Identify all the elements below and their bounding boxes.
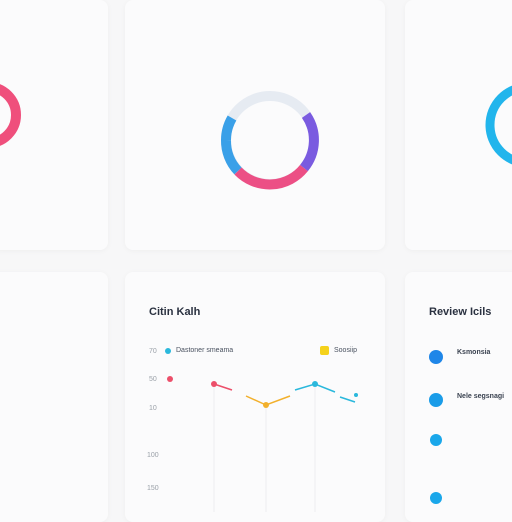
point	[211, 381, 217, 387]
donut	[0, 84, 21, 146]
icon	[429, 393, 443, 407]
item-title: Ksmonsia	[457, 349, 491, 356]
card	[0, 272, 108, 522]
grid	[213, 384, 316, 512]
icon	[430, 434, 442, 446]
line	[213, 383, 233, 391]
donut	[485, 85, 512, 165]
line	[339, 396, 356, 403]
legend-dot	[165, 348, 171, 354]
legend-dot	[320, 346, 329, 355]
donut-segment	[221, 139, 242, 175]
legend-label: Dastoner smeama	[176, 347, 234, 354]
axis-label: 10	[149, 405, 157, 412]
axis-label: 150	[147, 485, 159, 492]
item-title: Nele segsnagi	[457, 393, 505, 400]
card	[405, 272, 512, 522]
donut-segment	[299, 112, 319, 172]
card-title: Review Icils	[429, 306, 492, 318]
donut-segment	[221, 115, 237, 141]
card-title: Citin Kalh	[149, 306, 201, 318]
donut-segment	[234, 164, 308, 190]
point	[167, 376, 173, 382]
card	[125, 0, 385, 250]
axis-label: 100	[147, 452, 159, 459]
point	[263, 402, 269, 408]
axis-label: 50	[149, 376, 157, 383]
point	[354, 393, 358, 397]
point	[312, 381, 318, 387]
axis-label: 70	[149, 348, 157, 355]
icon	[429, 350, 443, 364]
legend-label: Soosiip	[334, 347, 357, 354]
icon	[430, 492, 442, 504]
